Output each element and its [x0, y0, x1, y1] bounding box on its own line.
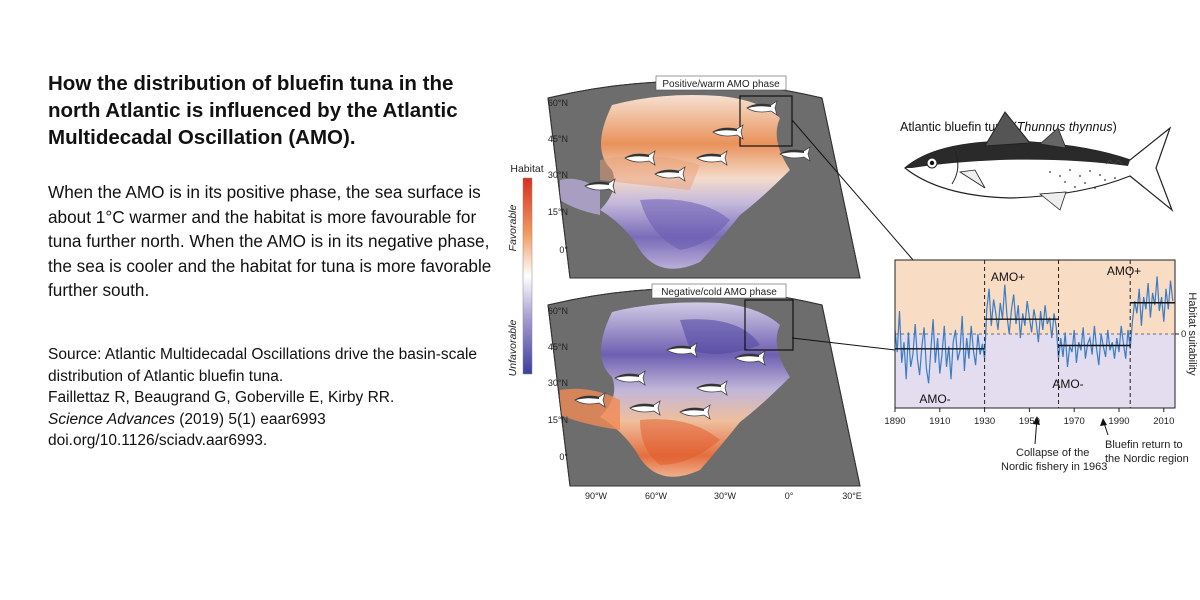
lat-label: 45°N: [548, 342, 568, 352]
source-line-1: Source: Atlantic Multidecadal Oscillatio…: [48, 346, 478, 385]
phase-label: AMO-: [1052, 377, 1083, 391]
x-tick-label: 2010: [1153, 416, 1174, 427]
bluefin-tuna-illustration: Atlantic bluefin tuna (Thunnus thynnus): [900, 111, 1174, 212]
legend-unfavorable-label: Unfavorable: [507, 320, 519, 377]
x-tick-label: 1990: [1108, 416, 1129, 427]
lat-label: 0°: [559, 245, 568, 255]
negative-map-label: Negative/cold AMO phase: [661, 287, 777, 298]
lon-label: 90°W: [585, 491, 608, 501]
lat-label: 60°N: [548, 98, 568, 108]
tuna-caption: Atlantic bluefin tuna (Thunnus thynnus): [900, 120, 1117, 134]
x-tick-label: 1910: [929, 416, 950, 427]
body-paragraph: When the AMO is in its positive phase, t…: [48, 182, 492, 300]
x-tick-label: 1950: [1019, 416, 1040, 427]
map-lon-labels: 90°W 60°W 30°W 0° 30°E: [585, 491, 862, 501]
x-tick-label: 1890: [884, 416, 905, 427]
connector-negative: [791, 337, 896, 351]
positive-amo-map: Positive/warm AMO phase: [547, 75, 861, 279]
lon-label: 30°E: [842, 491, 862, 501]
source-journal: Science Advances: [48, 410, 175, 428]
page-title: How the distribution of bluefin tuna in …: [48, 72, 458, 149]
source-reference: (2019) 5(1) eaar6993: [174, 410, 326, 428]
return-annotation-line1: Bluefin return to: [1105, 439, 1183, 451]
negative-map-nordic-box: [744, 299, 794, 351]
habitat-suitability-series-line: [894, 276, 1174, 384]
phase-label: AMO-: [919, 392, 950, 406]
source-doi: doi.org/10.1126/sciadv.aar6993.: [48, 432, 268, 449]
chart-y-label: Habitat suitability: [1186, 292, 1198, 376]
positive-map-label: Positive/warm AMO phase: [662, 79, 780, 90]
y-tick-label: 0: [1181, 329, 1186, 340]
return-annotation-line2: the Nordic region: [1105, 453, 1189, 465]
legend-favorable-label: Favorable: [507, 205, 519, 252]
lat-label: 45°N: [548, 134, 568, 144]
negative-map-lat-labels: 60°N 45°N 30°N 15°N 0°: [548, 306, 569, 462]
phase-label: AMO+: [1107, 264, 1141, 278]
collapse-annotation-line2: Nordic fishery in 1963: [1001, 461, 1107, 473]
phase-label: AMO+: [991, 270, 1025, 284]
negative-map-label-box: [651, 283, 787, 299]
positive-map-nordic-box: [739, 95, 793, 147]
phase-background-upper: [895, 260, 985, 334]
positive-map-lat-labels: 60°N 45°N 30°N 15°N 0°: [548, 98, 569, 255]
collapse-annotation-line1: Collapse of the: [1016, 447, 1089, 459]
negative-amo-map: Negative/cold AMO phase: [547, 283, 861, 487]
return-annotation: Bluefin return to the Nordic region: [1100, 418, 1189, 465]
lat-label: 60°N: [548, 306, 568, 316]
legend-title: Habitat: [510, 163, 543, 175]
phase-background-lower: [984, 334, 1059, 408]
lon-label: 60°W: [645, 491, 668, 501]
lat-label: 30°N: [548, 170, 568, 180]
collapse-annotation: Collapse of the Nordic fishery in 1963: [1001, 416, 1107, 473]
lon-label: 0°: [785, 491, 794, 501]
lat-label: 15°N: [548, 207, 568, 217]
positive-map-label-box: [655, 75, 787, 91]
lat-label: 0°: [559, 452, 568, 462]
source-citation: Source: Atlantic Multidecadal Oscillatio…: [48, 344, 493, 452]
lat-label: 15°N: [548, 415, 568, 425]
lat-label: 30°N: [548, 378, 568, 388]
phase-background-upper: [1058, 260, 1131, 334]
habitat-suitability-chart: AMO- AMO+ AMO- AMO+ 1890 1910 1930 1950 1970 199…: [884, 259, 1198, 427]
legend-colorbar: [522, 177, 533, 375]
x-tick-label: 1970: [1064, 416, 1085, 427]
lon-label: 30°W: [714, 491, 737, 501]
x-tick-label: 1930: [974, 416, 995, 427]
source-authors: Faillettaz R, Beaugrand G, Goberville E,…: [48, 389, 395, 406]
phase-background-lower: [1130, 334, 1175, 408]
habitat-legend: Habitat Favorable Unfavorable: [507, 163, 544, 376]
